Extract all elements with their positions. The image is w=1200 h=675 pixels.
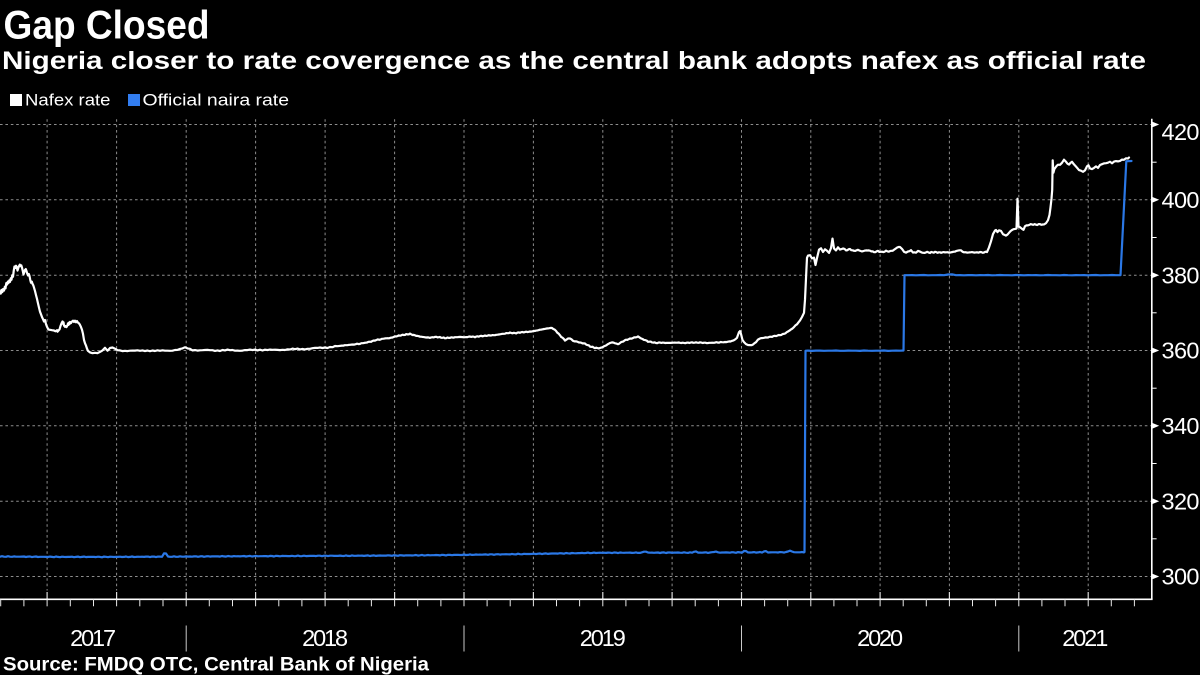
- svg-text:420: 420: [1162, 119, 1200, 145]
- svg-text:2019: 2019: [580, 625, 626, 651]
- svg-text:380: 380: [1162, 262, 1200, 288]
- svg-text:360: 360: [1162, 338, 1200, 364]
- svg-text:340: 340: [1162, 413, 1200, 439]
- svg-text:2018: 2018: [302, 625, 348, 651]
- svg-text:320: 320: [1162, 488, 1200, 514]
- svg-text:Gap Closed: Gap Closed: [4, 3, 210, 47]
- svg-text:Nigeria closer to rate coverge: Nigeria closer to rate covergence as the…: [2, 47, 1146, 75]
- svg-text:2017: 2017: [70, 625, 116, 651]
- svg-text:Official naira rate: Official naira rate: [143, 92, 290, 110]
- svg-text:Source: FMDQ OTC, Central Bank: Source: FMDQ OTC, Central Bank of Nigeri…: [3, 654, 429, 675]
- svg-text:Nafex rate: Nafex rate: [25, 92, 111, 110]
- svg-text:2020: 2020: [857, 625, 903, 651]
- svg-text:2021: 2021: [1062, 625, 1108, 651]
- svg-text:300: 300: [1162, 564, 1200, 590]
- svg-text:400: 400: [1162, 187, 1200, 213]
